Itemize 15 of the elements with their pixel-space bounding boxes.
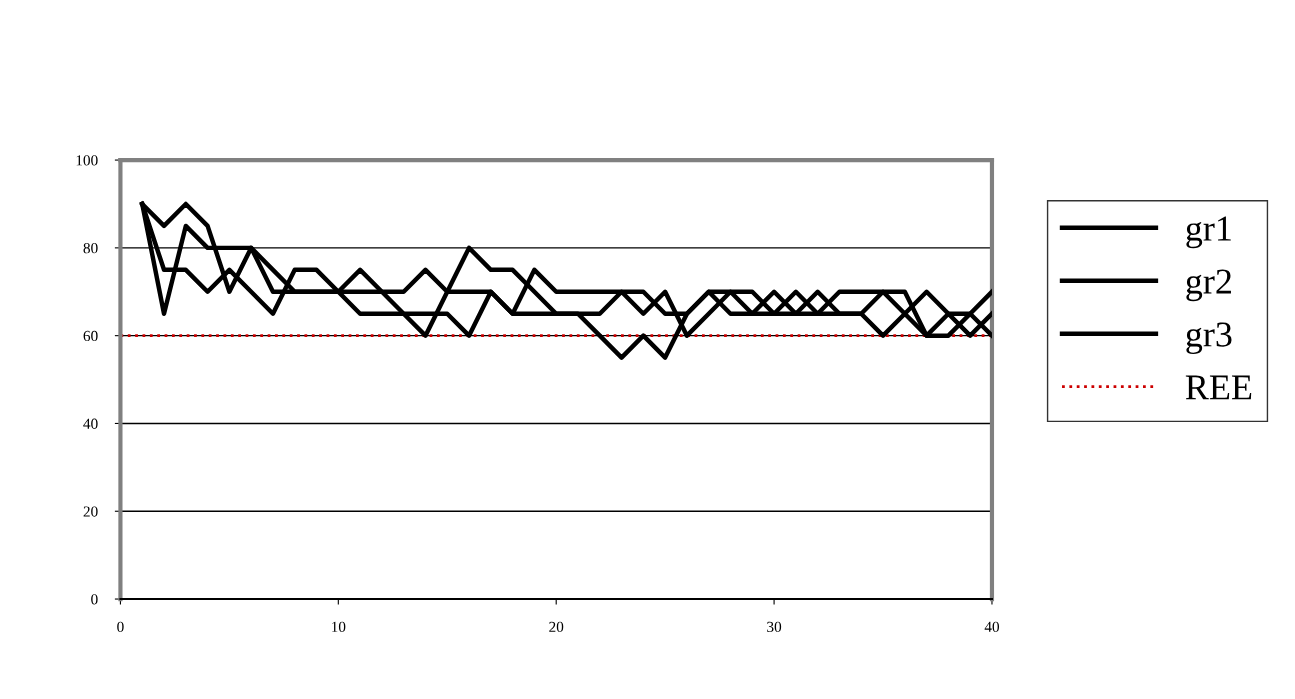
y-tick-label: 100 (76, 155, 98, 166)
legend-label: REE (1185, 375, 1252, 400)
legend-label: gr1 (1186, 216, 1231, 249)
x-tick-label: 20 (549, 621, 564, 633)
y-tick-label: 80 (83, 243, 98, 254)
x-tick-label: 40 (984, 621, 1000, 633)
legend-label: gr3 (1186, 322, 1232, 355)
legend-label: gr2 (1186, 269, 1231, 302)
y-tick-label: 0 (91, 594, 98, 605)
y-tick-label: 60 (83, 330, 98, 342)
x-tick-label: 0 (117, 621, 124, 633)
y-tick-label: 20 (83, 506, 98, 517)
x-tick-label: 30 (767, 621, 782, 633)
x-tick-label: 10 (332, 621, 346, 633)
y-tick-label: 40 (83, 418, 98, 429)
